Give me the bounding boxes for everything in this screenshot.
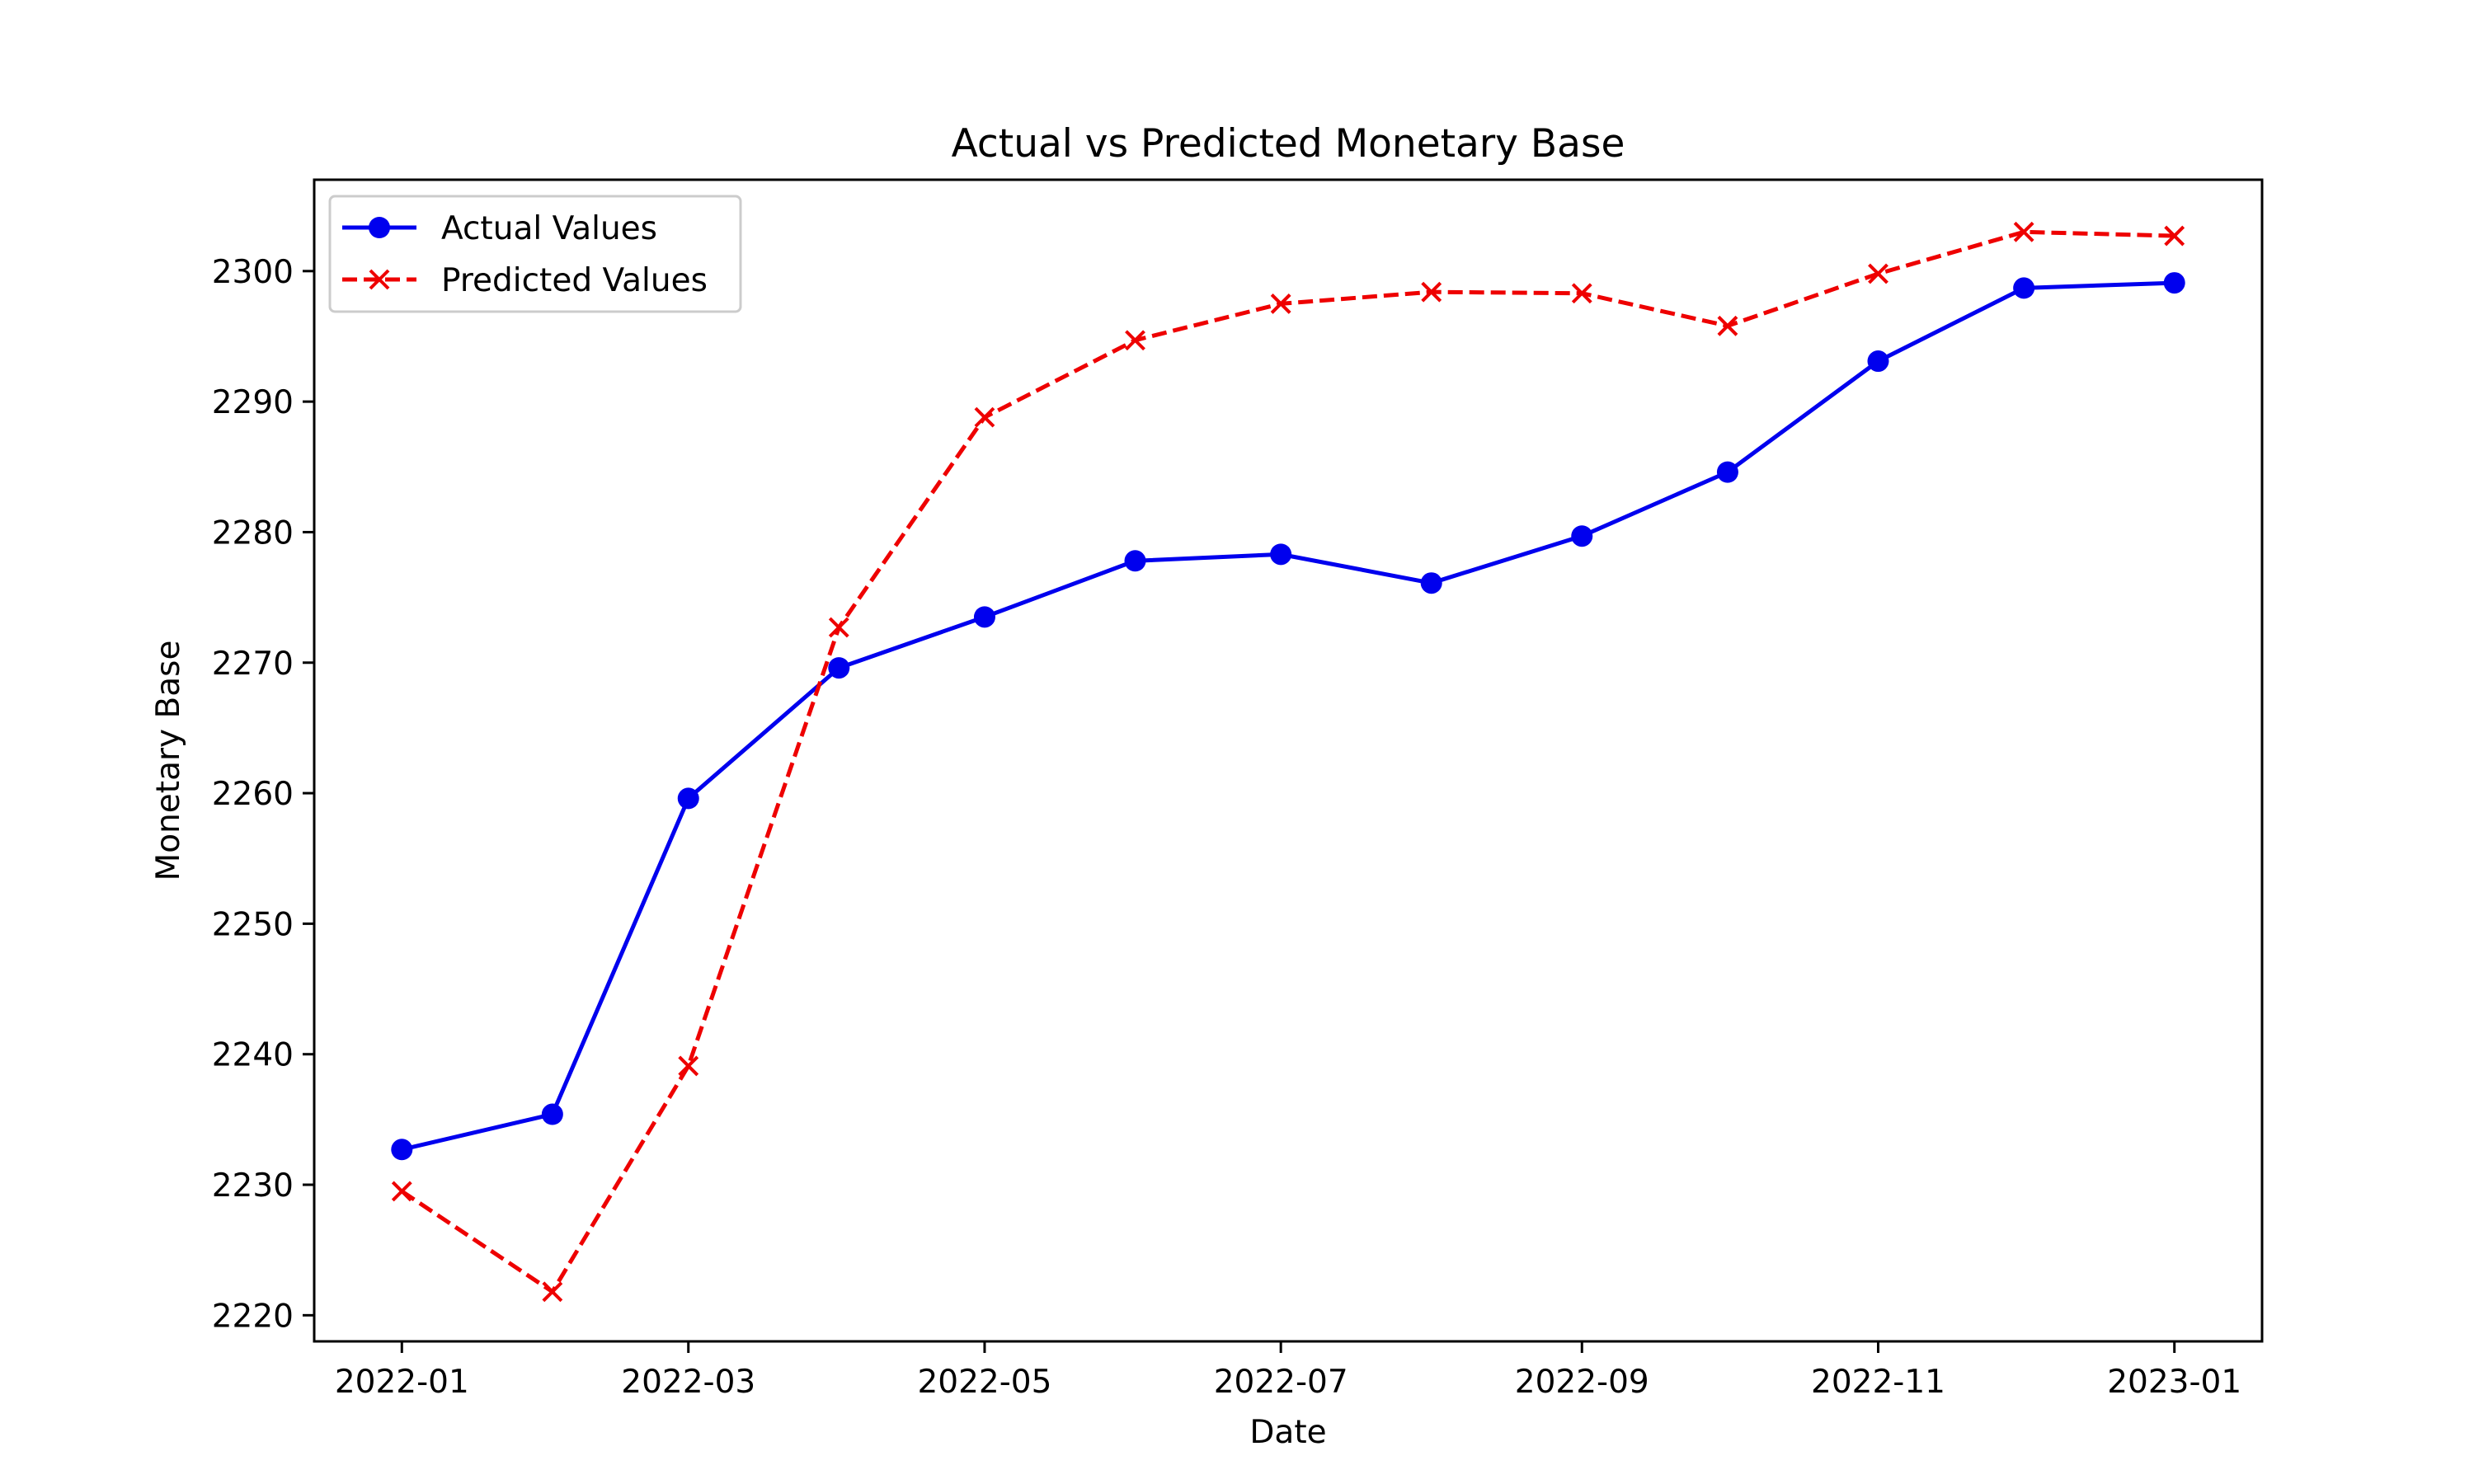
data-point (1270, 543, 1292, 566)
legend: Actual Values Predicted Values (328, 195, 742, 313)
y-tick-label: 2280 (212, 514, 294, 552)
data-point (391, 1181, 412, 1202)
data-point (828, 617, 849, 638)
y-axis-label: Monetary Base (150, 641, 187, 881)
data-point (1716, 461, 1738, 483)
plot-frame (313, 178, 2264, 1343)
data-point (974, 406, 995, 428)
data-point (2013, 277, 2035, 299)
legend-label: Actual Values (441, 210, 657, 247)
series-1 (391, 272, 2185, 1161)
data-point (1421, 281, 1442, 303)
data-point (1571, 525, 1593, 547)
data-point (678, 1055, 699, 1077)
data-point (541, 1103, 563, 1125)
data-point (2163, 272, 2185, 294)
legend-marker (369, 269, 390, 290)
data-point (1571, 283, 1592, 304)
y-tick-label: 2230 (212, 1167, 294, 1205)
x-tick-label: 2022-01 (335, 1364, 469, 1401)
x-tick-label: 2022-09 (1515, 1364, 1649, 1401)
x-tick-label: 2023-01 (2107, 1364, 2241, 1401)
data-point (2164, 225, 2185, 247)
data-point (542, 1281, 563, 1303)
data-point (973, 606, 995, 628)
y-tick-label: 2270 (212, 646, 294, 683)
data-point (1270, 293, 1291, 314)
y-tick-label: 2300 (212, 254, 294, 291)
series-line (401, 280, 2175, 1152)
series-line (400, 229, 2175, 1294)
y-tick-label: 2240 (212, 1037, 294, 1074)
data-point (1420, 572, 1442, 594)
data-point (1868, 263, 1888, 284)
data-point (1124, 550, 1146, 572)
y-tick-label: 2260 (212, 776, 294, 813)
y-tick-label: 2290 (212, 384, 294, 421)
y-tick-label: 2220 (212, 1298, 294, 1335)
y-tick-label: 2250 (212, 906, 294, 943)
data-point (1867, 350, 1889, 373)
x-tick-label: 2022-07 (1214, 1364, 1348, 1401)
legend-frame (328, 195, 742, 313)
legend-marker (369, 217, 390, 238)
x-axis-label: Date (1249, 1414, 1326, 1451)
x-tick-label: 2022-05 (917, 1364, 1051, 1401)
chart-title: Actual vs Predicted Monetary Base (952, 121, 1625, 167)
data-point (677, 787, 699, 810)
data-point (391, 1139, 413, 1161)
x-tick-label: 2022-03 (621, 1364, 755, 1401)
data-point (2013, 221, 2034, 242)
legend-label: Predicted Values (441, 262, 708, 299)
data-point (828, 657, 850, 679)
data-point (1717, 315, 1738, 336)
series-2 (391, 221, 2185, 1303)
x-tick-label: 2022-11 (1811, 1364, 1945, 1401)
data-point (1125, 330, 1145, 351)
